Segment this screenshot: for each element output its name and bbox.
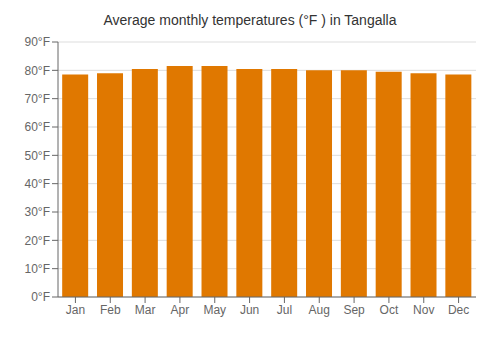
svg-text:Mar: Mar (135, 303, 156, 317)
svg-text:Apr: Apr (171, 303, 190, 317)
svg-text:Nov: Nov (413, 303, 434, 317)
svg-text:60°F: 60°F (25, 120, 50, 134)
svg-text:Oct: Oct (380, 303, 399, 317)
svg-text:80°F: 80°F (25, 64, 50, 78)
html-text:Average monthly temperatures (: Average monthly temperatures (°F ) in Ta… (103, 12, 397, 28)
svg-text:0°F: 0°F (31, 290, 50, 304)
svg-text:30°F: 30°F (25, 205, 50, 219)
svg-text:70°F: 70°F (25, 92, 50, 106)
svg-text:Jul: Jul (277, 303, 292, 317)
svg-text:Jan: Jan (66, 303, 85, 317)
svg-text:Jun: Jun (240, 303, 259, 317)
svg-text:40°F: 40°F (25, 177, 50, 191)
svg-text:Aug: Aug (309, 303, 330, 317)
svg-text:Dec: Dec (448, 303, 469, 317)
svg-text:50°F: 50°F (25, 149, 50, 163)
svg-text:90°F: 90°F (25, 35, 50, 49)
svg-text:Sep: Sep (343, 303, 365, 317)
svg-text:10°F: 10°F (25, 262, 50, 276)
svg-text:May: May (203, 303, 226, 317)
svg-text:Feb: Feb (100, 303, 121, 317)
svg-text:20°F: 20°F (25, 234, 50, 248)
